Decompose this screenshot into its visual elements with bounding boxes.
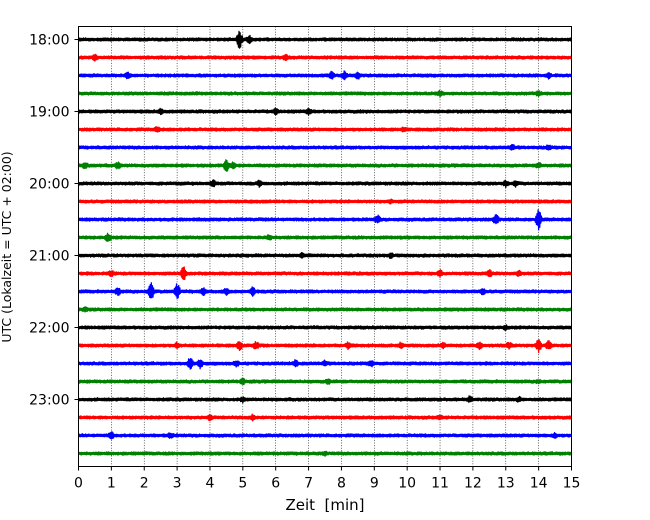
x-axis-ticks: 0 1 2 3 4 5 6 7 8 9 10 11 12 13 14 15 — [74, 467, 580, 492]
x-tick-label-6: 6 — [271, 476, 280, 492]
trace-1830 — [79, 71, 572, 80]
seismic-traces — [79, 31, 572, 456]
y-tick-label-1800: 18:00 — [29, 33, 69, 49]
trace-2230 — [79, 359, 572, 370]
trace-2300 — [79, 396, 572, 403]
x-axis-label: Zeit [min] — [285, 496, 364, 514]
trace-1845 — [79, 90, 572, 97]
trace-1945 — [79, 160, 572, 171]
x-tick-label-0: 0 — [74, 476, 83, 492]
x-tick-label-10: 10 — [398, 476, 416, 492]
x-tick-label-9: 9 — [370, 476, 379, 492]
trace-2330 — [79, 432, 572, 439]
trace-2130 — [79, 283, 572, 299]
trace-2015 — [79, 199, 572, 204]
trace-2045 — [79, 233, 572, 241]
trace-2315 — [79, 414, 572, 421]
trace-2345 — [79, 451, 572, 456]
trace-1900 — [79, 108, 572, 115]
y-tick-label-2200: 22:00 — [29, 321, 69, 337]
trace-1815 — [79, 54, 572, 61]
x-tick-label-12: 12 — [464, 476, 482, 492]
x-tick-label-3: 3 — [173, 476, 182, 492]
y-tick-label-2300: 23:00 — [29, 393, 69, 409]
x-tick-label-5: 5 — [238, 476, 247, 492]
trace-2145 — [79, 307, 572, 312]
trace-2115 — [79, 267, 572, 279]
x-tick-label-15: 15 — [563, 476, 581, 492]
x-tick-label-8: 8 — [337, 476, 346, 492]
trace-2030 — [79, 210, 572, 230]
y-tick-label-2000: 20:00 — [29, 177, 69, 193]
y-tick-label-1900: 19:00 — [29, 105, 69, 121]
trace-2245 — [79, 378, 572, 384]
x-tick-label-4: 4 — [206, 476, 215, 492]
x-tick-label-13: 13 — [497, 476, 515, 492]
trace-2100 — [79, 253, 572, 259]
trace-2200 — [79, 325, 572, 331]
trace-1800 — [79, 31, 572, 48]
x-tick-label-1: 1 — [107, 476, 116, 492]
x-tick-label-7: 7 — [304, 476, 313, 492]
y-axis-label: UTC (Lokalzeit = UTC + 02:00) — [0, 151, 14, 342]
x-tick-label-11: 11 — [431, 476, 449, 492]
x-tick-label-2: 2 — [140, 476, 149, 492]
trace-2000 — [79, 180, 572, 188]
trace-2215 — [79, 340, 572, 353]
y-tick-label-2100: 21:00 — [29, 249, 69, 265]
trace-1915 — [79, 127, 572, 132]
y-axis-ticks: 18:00 19:00 20:00 21:00 22:00 23:00 — [29, 33, 78, 409]
trace-1930 — [79, 145, 572, 151]
x-tick-label-14: 14 — [530, 476, 548, 492]
